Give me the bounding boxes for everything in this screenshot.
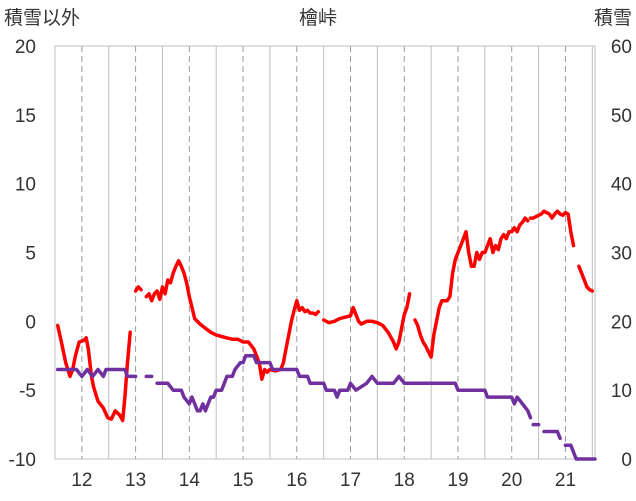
x-tick-label: 16: [286, 470, 307, 491]
y-axis-label-left: 積雪以外: [4, 7, 80, 29]
plot-area: [54, 45, 596, 460]
x-tick-label: 12: [71, 470, 92, 491]
x-tick-label: 18: [394, 470, 415, 491]
y-tick-label-left: -10: [9, 450, 36, 471]
series-line-segment: [155, 354, 533, 420]
series-line-segment: [413, 216, 530, 359]
y-ticks-left: -10 -5 0 5 10 15 20: [9, 37, 36, 471]
y-tick-label-left: 0: [25, 312, 36, 333]
series-line-segment: [55, 323, 132, 423]
series-lines: [55, 209, 597, 461]
y-axis-label-right: 積雪: [594, 7, 632, 29]
series-2: [55, 354, 597, 461]
y-tick-label-left: 5: [25, 244, 36, 265]
x-tick-label: 21: [555, 470, 576, 491]
y-tick-label-left: 15: [15, 106, 36, 127]
series-line-segment: [321, 292, 412, 351]
y-tick-label-right: 20: [611, 312, 632, 333]
y-tick-label-right: 30: [611, 244, 632, 265]
series-line-segment: [542, 429, 562, 441]
y-tick-label-left: 20: [15, 37, 36, 58]
x-tick-label: 19: [447, 470, 468, 491]
y-tick-label-right: 10: [611, 381, 632, 402]
series-line-segment: [563, 443, 597, 461]
y-tick-label-right: 0: [621, 450, 632, 471]
series-line-segment: [133, 285, 143, 293]
y-tick-label-left: -5: [19, 381, 36, 402]
x-tick-label: 17: [340, 470, 361, 491]
chart-title: 檜峠: [299, 6, 337, 29]
y-ticks-right: 0 10 20 30 40 50 60: [611, 37, 632, 471]
y-tick-label-left: 10: [15, 175, 36, 196]
x-tick-label: 13: [125, 470, 146, 491]
series-line-segment: [528, 209, 576, 248]
series-line-segment: [577, 264, 595, 293]
x-tick-label: 14: [179, 470, 201, 491]
x-ticks: 12 13 14 15 16 17 18 19 20 21: [71, 470, 576, 491]
x-tick-label: 15: [232, 470, 253, 491]
series-line-segment: [55, 367, 138, 379]
y-tick-label-right: 50: [611, 106, 632, 127]
y-tick-label-right: 40: [611, 175, 632, 196]
series-1: [55, 209, 595, 423]
x-tick-label: 20: [501, 470, 522, 491]
series-line-segment: [144, 259, 321, 381]
y-tick-label-right: 60: [611, 37, 632, 58]
